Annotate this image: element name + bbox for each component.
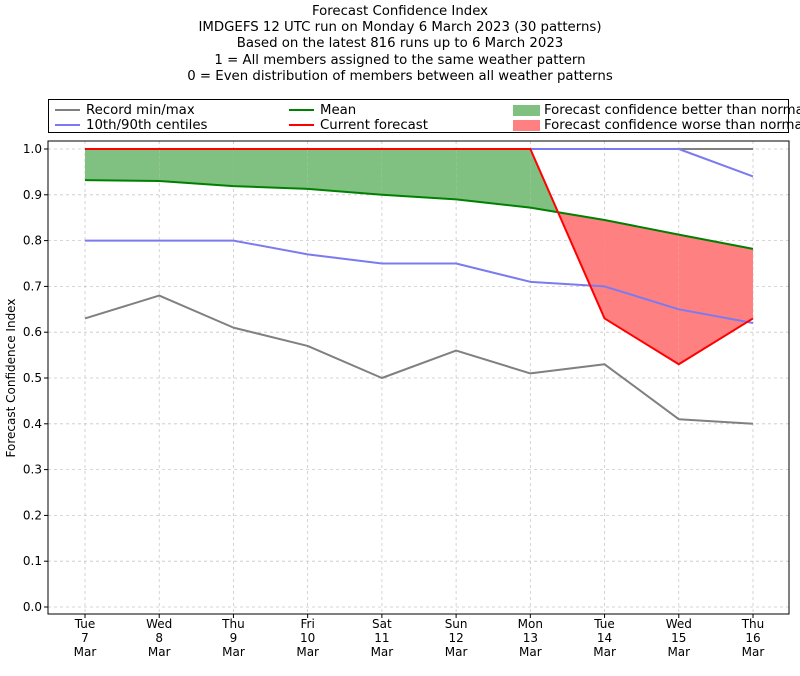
x-tick-label: Fri: [301, 617, 315, 631]
y-tick-label: 0.7: [23, 279, 42, 293]
y-tick-label: 0.0: [23, 600, 42, 614]
x-tick-label: Thu: [741, 617, 765, 631]
y-tick-label: 0.3: [23, 463, 42, 477]
x-tick-label: Wed: [666, 617, 692, 631]
x-tick-label: Sun: [445, 617, 468, 631]
series-mean-line: [84, 179, 754, 250]
chart-subtitle-scale-min: 0 = Even distribution of members between…: [187, 68, 613, 84]
x-tick-label: Tue: [593, 617, 615, 631]
legend-record-minmax: Record min/max: [55, 102, 195, 118]
chart-subtitle-basis: Based on the latest 816 runs up to 6 Mar…: [236, 36, 564, 52]
x-tick-label: 14: [597, 631, 612, 645]
legend-current-label: Current forecast: [320, 117, 428, 133]
series-current-forecast-line: [85, 148, 754, 366]
y-tick-label: 0.2: [23, 508, 42, 522]
series-10th-centile-line: [85, 239, 754, 325]
x-tick-label: Mar: [667, 645, 690, 659]
chart-subtitle-run: IMDGEFS 12 UTC run on Monday 6 March 202…: [198, 20, 602, 36]
legend-better: Forecast confidence better than normal: [513, 102, 800, 118]
fill-better-than-normal: [307, 149, 382, 195]
y-tick-label: 1.0: [23, 142, 42, 156]
legend-centiles: 10th/90th centiles: [55, 117, 207, 133]
grid: [48, 141, 789, 614]
x-tick-label: 8: [155, 631, 163, 645]
legend-better-label: Forecast confidence better than normal: [544, 102, 800, 118]
legend-better-swatch: [513, 104, 540, 116]
x-tick-label: Mar: [593, 645, 616, 659]
x-tick-label: Wed: [146, 617, 172, 631]
legend-worse-swatch: [513, 119, 540, 131]
legend: Record min/max 10th/90th centiles Mean C…: [48, 99, 800, 133]
legend-current-swatch: [289, 124, 314, 126]
fill-better-than-normal: [456, 149, 531, 208]
y-axis-ticks: 0.0 0.1 0.2 0.3 0.4 0.5 0.6 0.7 0.8 0.9 1.0: [23, 142, 48, 614]
chart-title: Forecast Confidence Index: [311, 4, 489, 19]
x-tick-label: Mar: [148, 645, 171, 659]
x-tick-label: Sat: [372, 617, 392, 631]
legend-centiles-label: 10th/90th centiles: [86, 117, 208, 133]
x-tick-label: 12: [448, 631, 463, 645]
y-tick-label: 0.4: [23, 417, 42, 431]
legend-worse: Forecast confidence worse than normal: [513, 117, 800, 133]
y-tick-label: 0.1: [23, 554, 42, 568]
fill-better-than-normal: [159, 149, 234, 187]
fill-worse-than-normal: [678, 234, 753, 365]
x-tick-label: Mar: [445, 645, 468, 659]
x-tick-label: 10: [300, 631, 315, 645]
x-tick-label: Mon: [518, 617, 543, 631]
x-tick-label: 9: [230, 631, 238, 645]
fill-worse-than-normal: [604, 219, 679, 365]
y-tick-label: 0.9: [23, 188, 42, 202]
x-axis-ticks: Tue7MarWed8MarThu9MarFri10MarSat11MarSun…: [74, 614, 765, 659]
legend-centiles-swatch: [55, 124, 80, 126]
fill-better-than-normal: [381, 149, 457, 200]
x-tick-label: 7: [81, 631, 89, 645]
x-tick-label: Mar: [222, 645, 245, 659]
x-tick-label: Mar: [742, 645, 765, 659]
x-tick-label: Thu: [221, 617, 245, 631]
legend-worse-label: Forecast confidence worse than normal: [544, 117, 800, 133]
series-record-min-line: [84, 294, 754, 425]
legend-mean-swatch: [289, 109, 314, 111]
x-tick-label: 16: [745, 631, 760, 645]
series-lines: [84, 148, 754, 425]
x-tick-label: 15: [671, 631, 686, 645]
y-tick-label: 0.6: [23, 325, 42, 339]
legend-mean: Mean: [289, 102, 356, 118]
chart-title-block: Forecast Confidence Index IMDGEFS 12 UTC…: [0, 4, 800, 85]
legend-record-label: Record min/max: [86, 102, 195, 118]
legend-mean-label: Mean: [320, 102, 357, 118]
legend-record-swatch: [55, 109, 80, 111]
y-tick-label: 0.8: [23, 234, 42, 248]
y-axis-label: Forecast Confidence Index: [4, 299, 18, 458]
y-tick-label: 0.5: [23, 371, 42, 385]
chart-subtitle-scale-max: 1 = All members assigned to the same wea…: [214, 52, 586, 68]
x-tick-label: Tue: [74, 617, 96, 631]
x-tick-label: Mar: [371, 645, 394, 659]
fill-better-than-normal: [233, 149, 308, 189]
x-tick-label: 13: [523, 631, 538, 645]
x-tick-label: 11: [374, 631, 389, 645]
x-tick-label: Mar: [74, 645, 97, 659]
legend-current: Current forecast: [289, 117, 428, 133]
x-tick-label: Mar: [519, 645, 542, 659]
confidence-fills: [85, 149, 753, 365]
fill-better-than-normal: [85, 149, 160, 182]
x-tick-label: Mar: [296, 645, 319, 659]
